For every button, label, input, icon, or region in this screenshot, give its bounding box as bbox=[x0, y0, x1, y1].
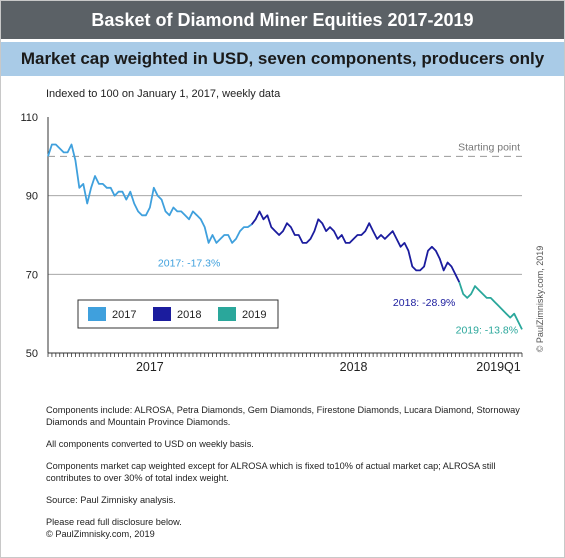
index-note: Indexed to 100 on January 1, 2017, weekl… bbox=[46, 88, 281, 100]
series-annotation: 2018: -28.9% bbox=[393, 297, 455, 309]
y-tick-label: 50 bbox=[26, 348, 38, 360]
footnote-source: Source: Paul Zimnisky analysis. bbox=[46, 495, 176, 505]
footnote-components: Components include: ALROSA, Petra Diamon… bbox=[46, 405, 520, 427]
series-annotation: 2019: -13.8% bbox=[456, 324, 518, 336]
legend-label: 2018 bbox=[177, 309, 201, 321]
starting-point-label: Starting point bbox=[458, 141, 520, 153]
footnote-weighting: Components market cap weighted except fo… bbox=[46, 461, 496, 483]
series-line-2019 bbox=[458, 281, 523, 330]
side-credit: © PaulZimnisky.com, 2019 bbox=[530, 242, 550, 362]
x-tick-label: 2018 bbox=[340, 360, 368, 374]
series-line-2017 bbox=[47, 143, 253, 244]
line-chart: 50 70 90 110 Starting point 2017 2018 2019Q1 201… bbox=[20, 112, 523, 374]
chart-subtitle: Market cap weighted in USD, seven compon… bbox=[1, 42, 564, 76]
footnote-disclosure: Please read full disclosure below. bbox=[46, 517, 182, 527]
legend-label: 2019 bbox=[242, 309, 266, 321]
legend-label: 2017 bbox=[112, 309, 136, 321]
y-tick-label: 110 bbox=[20, 112, 38, 124]
footnote-currency: All components converted to USD on weekl… bbox=[46, 439, 254, 449]
footnote-copyright: © PaulZimnisky.com, 2019 bbox=[46, 529, 155, 539]
y-tick-label: 70 bbox=[26, 269, 38, 281]
legend-swatch bbox=[88, 307, 106, 321]
chart-title: Basket of Diamond Miner Equities 2017-20… bbox=[1, 1, 564, 39]
footnotes: Components include: ALROSA, Petra Diamon… bbox=[46, 404, 526, 540]
x-tick-label: 2019Q1 bbox=[476, 360, 521, 374]
legend-box bbox=[77, 299, 279, 329]
side-credit-text: © PaulZimnisky.com, 2019 bbox=[535, 245, 545, 353]
y-tick-label: 90 bbox=[26, 191, 38, 203]
legend-swatch bbox=[153, 307, 171, 321]
series-line-2018 bbox=[250, 210, 461, 283]
x-tick-label: 2017 bbox=[136, 360, 164, 374]
legend-swatch bbox=[218, 307, 236, 321]
series-annotation: 2017: -17.3% bbox=[158, 257, 220, 269]
